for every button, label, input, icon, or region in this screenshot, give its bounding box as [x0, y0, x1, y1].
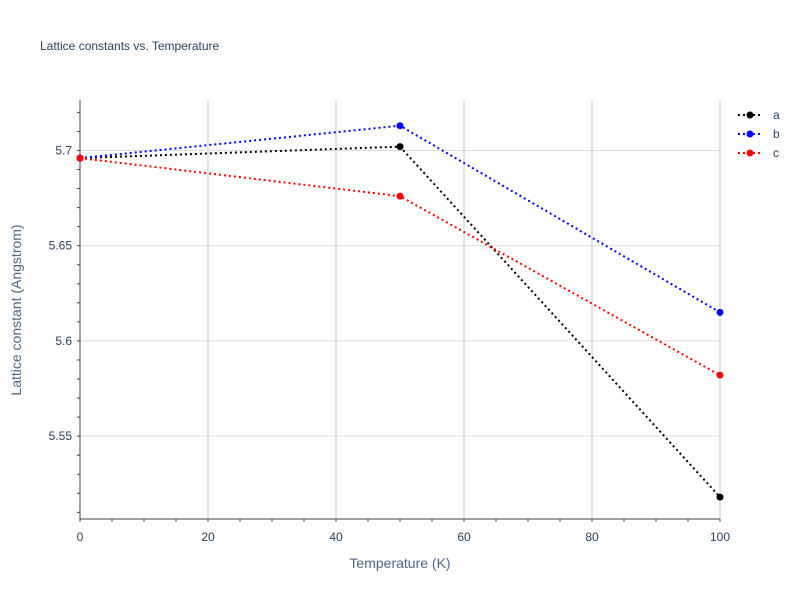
series-line-c: [79, 157, 721, 377]
series-group: [76, 122, 724, 501]
chart-title: Lattice constants vs. Temperature: [40, 39, 220, 53]
legend-item-b[interactable]: b: [738, 127, 780, 141]
data-point-a: [716, 493, 724, 501]
series-c: [76, 154, 724, 379]
data-point-c: [396, 192, 404, 200]
data-point-b: [716, 308, 724, 316]
y-tick-label: 5.55: [49, 429, 73, 443]
legend-swatch-marker: [746, 111, 754, 119]
x-tick-label: 60: [457, 530, 471, 544]
legend-label: a: [773, 108, 780, 122]
y-tick-label: 5.6: [55, 334, 72, 348]
y-tick-label: 5.7: [55, 143, 72, 157]
legend-label: b: [773, 127, 780, 141]
y-axis-title: Lattice constant (Angstrom): [8, 224, 24, 395]
series-b: [76, 122, 724, 316]
x-tick-label: 40: [329, 530, 343, 544]
axes: [77, 100, 721, 522]
tick-labels: 0 20 40 60 80 100 5.55 5.6 5.65 5.7: [49, 143, 731, 544]
data-point-c: [76, 154, 84, 162]
legend-swatch-marker: [746, 149, 754, 157]
grid: [80, 100, 721, 519]
legend-item-a[interactable]: a: [738, 108, 780, 122]
x-tick-label: 80: [585, 530, 599, 544]
x-tick-label: 0: [77, 530, 84, 544]
data-point-b: [396, 122, 404, 130]
x-tick-label: 100: [710, 530, 730, 544]
legend-label: c: [773, 146, 779, 160]
x-tick-label: 20: [201, 530, 215, 544]
x-axis-title: Temperature (K): [349, 555, 450, 571]
y-tick-label: 5.65: [49, 239, 73, 253]
legend-swatch-marker: [746, 130, 754, 138]
legend[interactable]: abc: [738, 108, 780, 160]
data-point-c: [716, 371, 724, 379]
data-point-a: [396, 143, 404, 151]
legend-item-c[interactable]: c: [738, 146, 779, 160]
